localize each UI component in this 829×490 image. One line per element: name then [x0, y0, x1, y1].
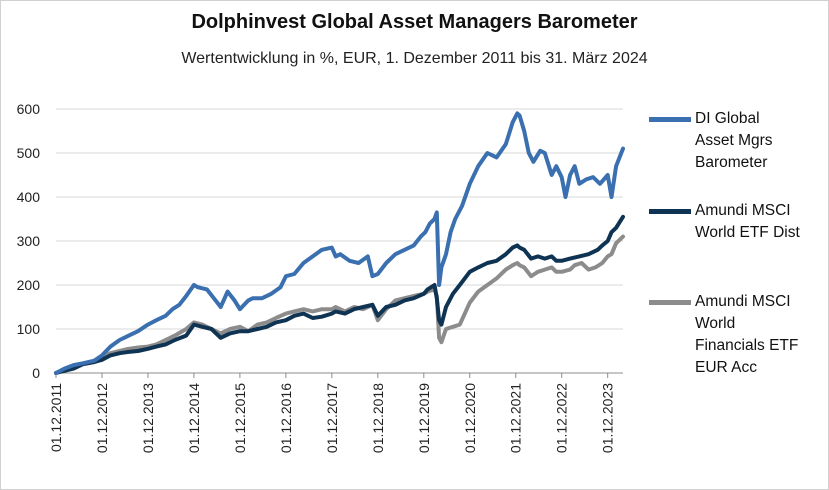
- x-tick-label: 01.12.2017: [324, 383, 340, 453]
- series-lines: [54, 111, 625, 375]
- series-line-msci-world: [54, 214, 625, 375]
- x-axis: 01.12.2011 01.12.2012 01.12.2013 01.12.2014…: [48, 372, 623, 453]
- legend-entry-msci-world: Amundi MSCI World ETF Dist: [649, 200, 824, 244]
- legend-label-line-1: Amundi MSCI: [695, 293, 791, 310]
- y-tick-label: 300: [17, 233, 41, 249]
- y-tick-label: 400: [17, 189, 41, 205]
- y-tick-label: 0: [32, 365, 40, 381]
- x-tick-label: 01.12.2018: [370, 383, 386, 453]
- x-tick-label: 01.12.2023: [600, 383, 616, 453]
- y-tick-label: 600: [17, 101, 41, 117]
- legend-label-line-2: World ETF Dist: [695, 224, 800, 241]
- y-tick-label: 200: [17, 277, 41, 293]
- gridlines: [56, 108, 623, 330]
- legend-swatch: [649, 209, 691, 214]
- x-tick-label: 01.12.2019: [416, 383, 432, 453]
- chart-subtitle: Wertentwicklung in %, EUR, 1. Dezember 2…: [181, 50, 648, 67]
- x-tick-label: 01.12.2011: [48, 383, 64, 452]
- legend-entry-di-global: DI Global Asset Mgrs Barometer: [649, 108, 824, 174]
- legend-label-line-2: World: [695, 315, 736, 332]
- legend-label-line-2: Asset Mgrs: [695, 132, 773, 149]
- x-tick-label: 01.12.2022: [554, 383, 570, 453]
- x-tick-label: 01.12.2012: [94, 383, 110, 453]
- legend-label-line-1: Amundi MSCI: [695, 202, 791, 219]
- x-tick-label: 01.12.2020: [462, 383, 478, 453]
- x-tick-label: 01.12.2016: [278, 383, 294, 453]
- y-axis: 0 100 200 300 400 500 600: [17, 101, 41, 381]
- legend-label-line-4: EUR Acc: [695, 359, 758, 376]
- legend-label-line-3: Financials ETF: [695, 337, 799, 354]
- x-tick-label: 01.12.2021: [508, 383, 524, 453]
- legend-swatch: [649, 117, 691, 122]
- legend-label-line-3: Barometer: [695, 154, 768, 171]
- x-tick-label: 01.12.2014: [186, 383, 202, 453]
- y-tick-label: 500: [17, 145, 41, 161]
- legend-swatch: [649, 300, 691, 305]
- chart-title: Dolphinvest Global Asset Managers Barome…: [191, 11, 638, 33]
- y-tick-label: 100: [17, 321, 41, 337]
- legend-entry-msci-financials: Amundi MSCI World Financials ETF EUR Acc: [649, 291, 824, 379]
- x-tick-label: 01.12.2013: [140, 383, 156, 453]
- series-line-di-global: [54, 111, 625, 375]
- legend-label-line-1: DI Global: [695, 110, 760, 127]
- x-tick-label: 01.12.2015: [232, 383, 248, 453]
